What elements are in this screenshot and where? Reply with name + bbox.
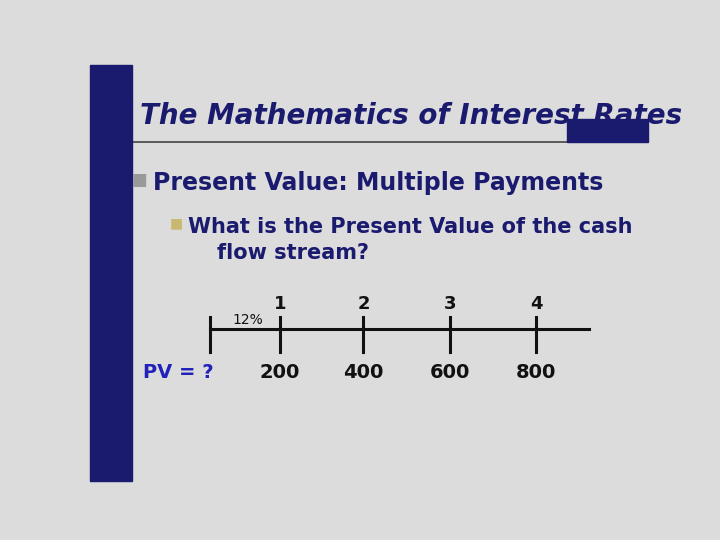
Bar [90,65,132,481]
Bar [567,119,648,141]
Text: PV = ?: PV = ? [143,363,214,382]
Text: 1: 1 [274,295,286,313]
Text: 3: 3 [444,295,456,313]
Text: 600: 600 [430,363,470,382]
Text: The Mathematics of Interest Rates: The Mathematics of Interest Rates [140,102,683,130]
Text: 200: 200 [259,363,300,382]
Text: 12%: 12% [233,313,264,327]
Text: What is the Present Value of the cash
    flow stream?: What is the Present Value of the cash fl… [188,217,632,263]
Text: Present Value: Multiple Payments: Present Value: Multiple Payments [153,171,603,195]
Text: ■: ■ [170,217,183,231]
Text: 4: 4 [530,295,543,313]
Text: 400: 400 [343,363,384,382]
Text: 2: 2 [357,295,369,313]
Text: 800: 800 [516,363,557,382]
Text: ■: ■ [132,171,148,189]
